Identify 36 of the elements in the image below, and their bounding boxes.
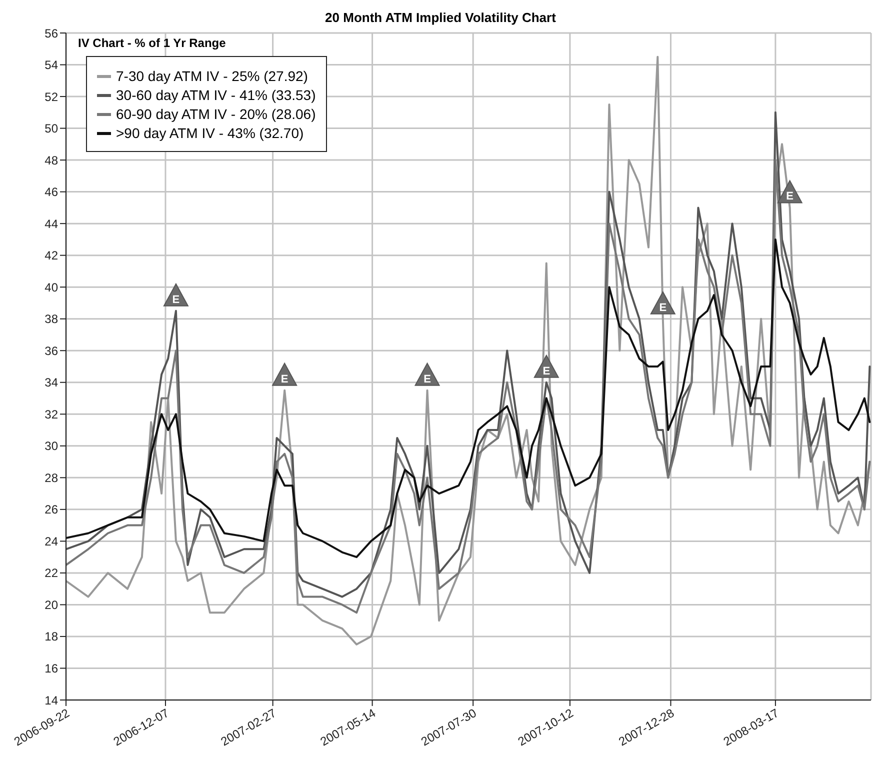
y-tick-label: 44 [44, 216, 58, 231]
annotation: E [172, 294, 180, 306]
legend-label: 30-60 day ATM IV - 41% (33.53) [116, 86, 316, 105]
y-tick-label: 22 [44, 566, 58, 580]
y-tick-label: 28 [44, 470, 58, 485]
y-tick-label: 46 [44, 185, 58, 200]
y-tick-label: 50 [44, 122, 58, 136]
y-tick-label: 38 [44, 312, 58, 326]
annotation: E [542, 365, 550, 378]
annotation: E [424, 373, 431, 386]
y-tick-label: 20 [44, 598, 58, 612]
y-tick-label: 42 [44, 248, 58, 263]
y-tick-label: 56 [44, 26, 58, 40]
y-tick-label: 18 [44, 630, 58, 644]
y-tick-label: 40 [44, 280, 58, 294]
legend-label: 60-90 day ATM IV - 20% (28.06) [116, 105, 316, 124]
line-series [66, 238, 871, 558]
legend-label: >90 day ATM IV - 43% (32.70) [116, 124, 304, 143]
y-tick-label: 34 [44, 376, 58, 390]
y-tick-label: 54 [44, 58, 58, 72]
legend-label: 7-30 day ATM IV - 25% (27.92) [116, 67, 308, 86]
y-tick-label: 48 [44, 153, 58, 168]
y-tick-label: 26 [44, 502, 58, 517]
y-tick-label: 14 [44, 693, 58, 708]
y-tick-label: 36 [44, 344, 58, 358]
annotation: E [659, 302, 667, 314]
legend-title: IV Chart - % of 1 Yr Range [78, 36, 227, 50]
y-tick-label: 30 [44, 439, 58, 454]
chart-title: 20 Month ATM Implied Volatility Chart [324, 9, 557, 27]
y-tick-label: 52 [44, 90, 58, 104]
annotation: E [280, 373, 288, 386]
line-series [66, 56, 871, 646]
y-tick-label: 32 [44, 407, 58, 422]
annotation: E [786, 190, 794, 203]
y-tick-label: 16 [44, 662, 58, 676]
y-tick-label: 24 [44, 534, 58, 548]
